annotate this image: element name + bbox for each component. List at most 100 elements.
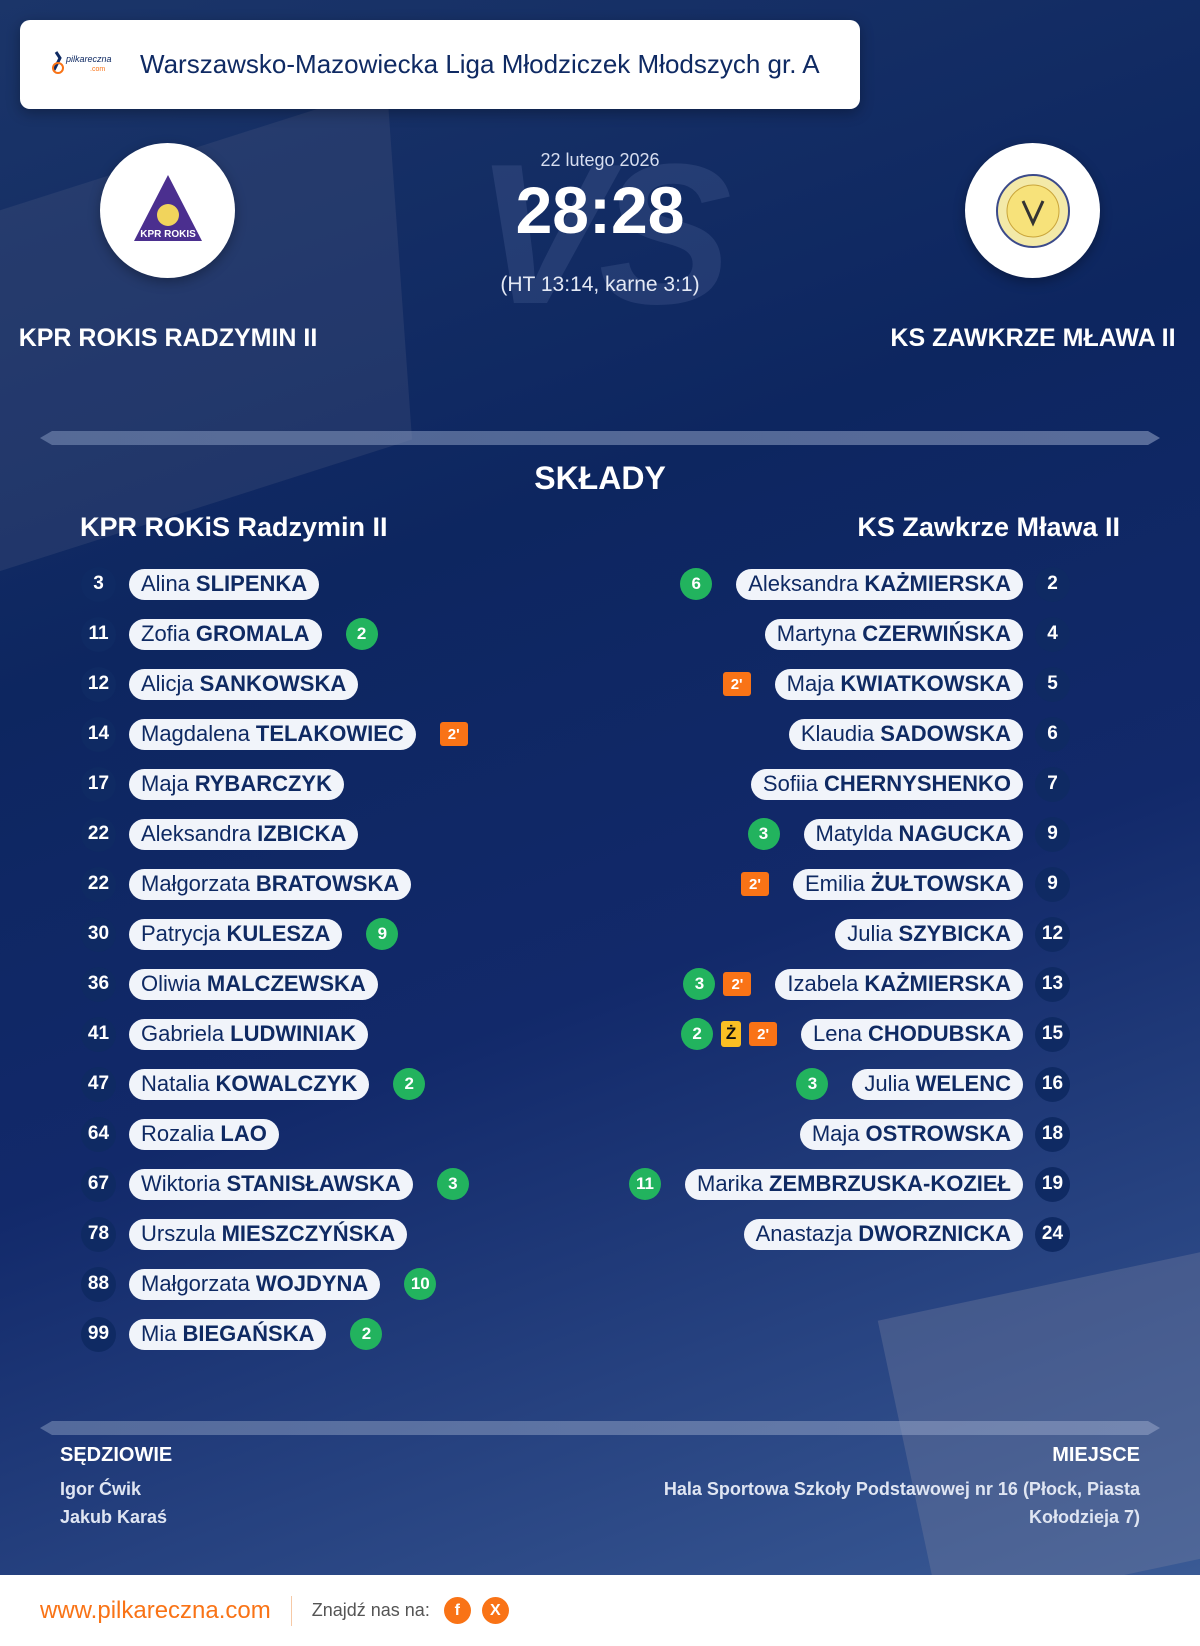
player-row: 67 Wiktoria STANISŁAWSKA 3 bbox=[81, 1159, 469, 1209]
player-row: 17 Maja RYBARCZYK bbox=[81, 759, 469, 809]
player-first-name: Martyna bbox=[776, 621, 857, 646]
suspension-badge: 2' bbox=[439, 722, 468, 746]
player-number: 36 bbox=[81, 966, 116, 1002]
svg-text:KPR ROKIS: KPR ROKIS bbox=[140, 229, 196, 240]
player-name[interactable]: Mia BIEGAŃSKA bbox=[129, 1318, 327, 1350]
player-number: 3 bbox=[81, 566, 116, 602]
player-name[interactable]: Małgorzata BRATOWSKA bbox=[129, 868, 412, 900]
player-last-name: SZYBICKA bbox=[898, 921, 1011, 946]
player-first-name: Izabela bbox=[787, 971, 859, 996]
player-name[interactable]: Magdalena TELAKOWIEC bbox=[129, 718, 416, 750]
player-row: Maja OSTROWSKA 18 bbox=[629, 1109, 1070, 1159]
player-name[interactable]: Rozalia LAO bbox=[129, 1118, 279, 1150]
player-events: 10 bbox=[404, 1268, 437, 1300]
player-name[interactable]: Maja KWIATKOWSKA bbox=[774, 668, 1023, 700]
player-name[interactable]: Maja OSTROWSKA bbox=[799, 1118, 1023, 1150]
player-row: 88 Małgorzata WOJDYNA 10 bbox=[81, 1259, 469, 1309]
goals-badge: 2 bbox=[345, 618, 378, 650]
player-name[interactable]: Julia SZYBICKA bbox=[835, 918, 1023, 950]
player-name[interactable]: Anastazja DWORZNICKA bbox=[743, 1218, 1023, 1250]
player-name[interactable]: Oliwia MALCZEWSKA bbox=[129, 968, 378, 1000]
player-first-name: Małgorzata bbox=[141, 871, 250, 896]
goals-badge: 3 bbox=[796, 1068, 829, 1100]
player-name[interactable]: Sofiia CHERNYSHENKO bbox=[750, 768, 1023, 800]
x-icon[interactable]: X bbox=[481, 1597, 509, 1624]
player-last-name: SANKOWSKA bbox=[199, 671, 347, 696]
divider bbox=[40, 431, 1160, 445]
goals-badge: 3 bbox=[683, 968, 716, 1000]
player-last-name: LUDWINIAK bbox=[230, 1021, 357, 1046]
player-events: 3 bbox=[436, 1168, 469, 1200]
player-first-name: Oliwia bbox=[141, 971, 201, 996]
away-lineup: 6 Aleksandra KAŻMIERSKA 2 Martyna CZERWIŃSKA 4… bbox=[629, 559, 1070, 1259]
player-last-name: RYBARCZYK bbox=[194, 771, 332, 796]
site-link[interactable]: www.pilkareczna.com bbox=[40, 1596, 271, 1624]
match-details: (HT 13:14, karne 3:1) bbox=[500, 273, 700, 296]
player-number: 14 bbox=[81, 716, 116, 752]
player-first-name: Alina bbox=[141, 571, 190, 596]
player-number: 9 bbox=[1035, 866, 1070, 902]
league-title: Warszawsko-Mazowiecka Liga Młodziczek Mł… bbox=[140, 49, 820, 79]
player-name[interactable]: Klaudia SADOWSKA bbox=[788, 718, 1023, 750]
goals-badge: 3 bbox=[747, 818, 780, 850]
vs-watermark: VS bbox=[475, 123, 732, 346]
player-number: 6 bbox=[1035, 716, 1070, 752]
facebook-icon[interactable]: f bbox=[443, 1597, 471, 1624]
referees-section: SĘDZIOWIE Igor Ćwik Jakub Karaś bbox=[60, 1444, 172, 1531]
player-last-name: MALCZEWSKA bbox=[206, 971, 366, 996]
player-name[interactable]: Marika ZEMBRZUSKA-KOZIEŁ bbox=[685, 1168, 1023, 1200]
player-name[interactable]: Patrycja KULESZA bbox=[129, 918, 343, 950]
player-name[interactable]: Wiktoria STANISŁAWSKA bbox=[129, 1168, 413, 1200]
player-name[interactable]: Aleksandra KAŻMIERSKA bbox=[736, 568, 1023, 600]
player-events: 3 2' bbox=[683, 968, 752, 1000]
player-first-name: Rozalia bbox=[141, 1121, 215, 1146]
pilkareczna-logo[interactable]: pilkareczna .com bbox=[50, 48, 120, 81]
player-first-name: Matylda bbox=[815, 821, 893, 846]
player-number: 11 bbox=[81, 616, 116, 652]
player-name[interactable]: Urszula MIESZCZYŃSKA bbox=[129, 1218, 408, 1250]
player-last-name: TELAKOWIEC bbox=[255, 721, 404, 746]
referees-title: SĘDZIOWIE bbox=[60, 1444, 173, 1466]
player-name[interactable]: Izabela KAŻMIERSKA bbox=[775, 968, 1023, 1000]
player-row: 3 Matylda NAGUCKA 9 bbox=[629, 809, 1070, 859]
player-name[interactable]: Alicja SANKOWSKA bbox=[129, 668, 359, 700]
player-last-name: WOJDYNA bbox=[255, 1271, 369, 1296]
player-name[interactable]: Aleksandra IZBICKA bbox=[129, 818, 359, 850]
footer-separator bbox=[290, 1595, 292, 1626]
player-name[interactable]: Julia WELENC bbox=[852, 1068, 1023, 1100]
player-first-name: Aleksandra bbox=[141, 821, 252, 846]
player-name[interactable]: Natalia KOWALCZYK bbox=[129, 1068, 370, 1100]
home-team-logo: KPR ROKIS bbox=[100, 143, 235, 278]
player-name[interactable]: Gabriela LUDWINIAK bbox=[129, 1018, 369, 1050]
player-row: 2' Maja KWIATKOWSKA 5 bbox=[629, 659, 1070, 709]
player-name[interactable]: Martyna CZERWIŃSKA bbox=[764, 618, 1023, 650]
player-name[interactable]: Lena CHODUBSKA bbox=[801, 1018, 1023, 1050]
player-events: 3 bbox=[747, 818, 780, 850]
player-row: 30 Patrycja KULESZA 9 bbox=[81, 909, 469, 959]
goals-badge: 9 bbox=[366, 918, 399, 950]
player-name[interactable]: Maja RYBARCZYK bbox=[129, 768, 344, 800]
player-events: 2 bbox=[350, 1318, 383, 1350]
player-name[interactable]: Zofia GROMALA bbox=[129, 618, 322, 650]
player-name[interactable]: Emilia ŻUŁTOWSKA bbox=[792, 868, 1023, 900]
goals-badge: 2 bbox=[393, 1068, 426, 1100]
player-events: 2 bbox=[393, 1068, 426, 1100]
lineups-title: SKŁADY bbox=[534, 460, 666, 496]
player-number: 67 bbox=[81, 1166, 116, 1202]
player-number: 7 bbox=[1035, 766, 1070, 802]
find-us-label: Znajdź nas na: bbox=[311, 1600, 430, 1620]
player-last-name: IZBICKA bbox=[257, 821, 347, 846]
player-first-name: Gabriela bbox=[141, 1021, 225, 1046]
player-name[interactable]: Małgorzata WOJDYNA bbox=[129, 1268, 381, 1300]
venue-line: Kołodzieja 7) bbox=[1028, 1507, 1140, 1527]
player-number: 19 bbox=[1035, 1166, 1070, 1202]
suspension-badge: 2' bbox=[723, 972, 752, 996]
player-last-name: ŻUŁTOWSKA bbox=[870, 871, 1011, 896]
player-number: 99 bbox=[81, 1316, 116, 1352]
player-name[interactable]: Matylda NAGUCKA bbox=[803, 818, 1023, 850]
player-last-name: KULESZA bbox=[226, 921, 331, 946]
player-number: 13 bbox=[1035, 966, 1070, 1002]
player-row: 11 Zofia GROMALA 2 bbox=[81, 609, 469, 659]
player-name[interactable]: Alina SLIPENKA bbox=[129, 568, 320, 600]
player-events: 2' bbox=[722, 672, 751, 696]
